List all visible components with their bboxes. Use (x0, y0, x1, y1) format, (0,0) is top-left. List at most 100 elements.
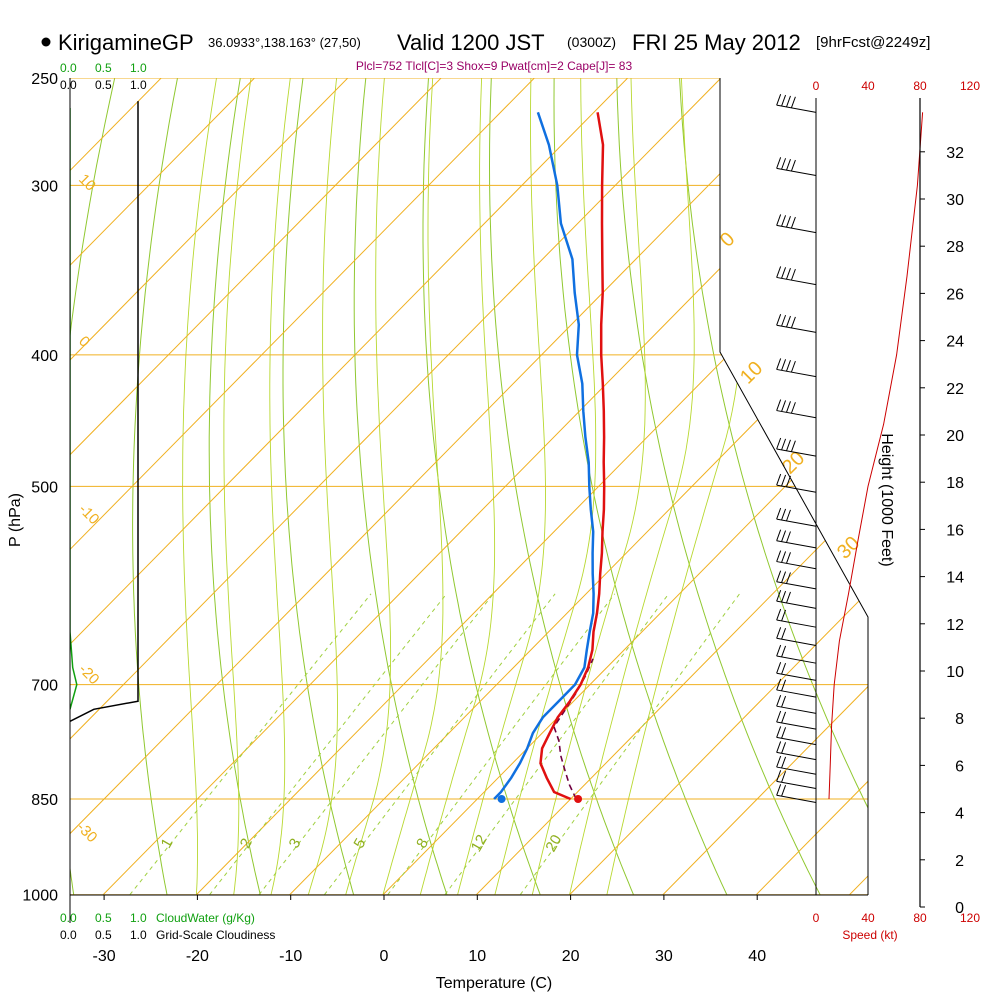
cloudiness-label: Grid-Scale Cloudiness (156, 928, 275, 942)
mixing-ratio-line (387, 593, 616, 895)
isotherm (70, 78, 478, 895)
mixing-ratio-line (258, 593, 494, 895)
isotherm (0, 0, 11, 923)
isotherm (74, 78, 868, 895)
height-tick-label: 30 (946, 192, 964, 209)
pressure-tick-label: 250 (31, 71, 58, 88)
cloud-scale-tick: 1.0 (130, 78, 147, 92)
wind-barb (776, 627, 817, 646)
isotherm-label: 10 (736, 357, 767, 388)
cloud-scale-bottom: 0.0 0.5 1.0 CloudWater (g/Kg) 0.0 0.5 1.… (60, 911, 275, 942)
x-tick-label: 20 (562, 948, 580, 965)
mixing-ratio-line (444, 593, 670, 895)
speed-tick: 120 (960, 911, 980, 925)
x-tick-label: 30 (655, 948, 673, 965)
height-tick-label: 2 (955, 853, 964, 870)
wind-barb (776, 590, 817, 609)
moist-adiabat (223, 78, 256, 895)
height-tick-label: 8 (955, 711, 964, 728)
height-tick-label: 32 (946, 145, 964, 162)
wind-barb (776, 770, 817, 790)
pressure-tick-label: 700 (31, 678, 58, 695)
wind-barb (776, 608, 817, 628)
cloud-scale-tick: 0.5 (95, 78, 112, 92)
x-tick-label: -30 (93, 948, 116, 965)
mixing-ratio-label: 1 (158, 836, 177, 852)
wind-barb (776, 726, 817, 746)
dry-adiabat (70, 78, 121, 895)
pressure-tick-label: 500 (31, 479, 58, 496)
speed-axis-label: Speed (kt) (842, 928, 897, 942)
station-dot-icon (41, 37, 51, 47)
temperature-trace (539, 112, 606, 801)
dry-adiabat (989, 54, 1000, 924)
height-tick-label: 22 (946, 381, 964, 398)
isotherm (70, 78, 571, 895)
cloudwater-profile (70, 631, 78, 710)
wind-barb (776, 314, 817, 333)
pressure-tick-label: 850 (31, 792, 58, 809)
mixing-ratio-line (324, 593, 556, 895)
mixing-ratio-label: 12 (468, 832, 491, 855)
isotherm (70, 78, 198, 895)
forecast-info: [9hrFcst@2249z] (816, 34, 930, 51)
speed-tick: 120 (960, 79, 980, 93)
surface-dewpoint-dot (497, 795, 506, 803)
x-tick-label: -20 (186, 948, 209, 965)
wind-barb (776, 437, 817, 457)
isotherm-label: 0 (716, 228, 739, 251)
stability-indices: Plcl=752 Tlcl[C]=3 Shox=9 Pwat[cm]=2 Cap… (356, 59, 633, 73)
dry-adiabat (282, 78, 363, 895)
isotherm (70, 78, 758, 895)
mixing-ratio-line (129, 593, 372, 895)
wind-barb (776, 710, 817, 730)
speed-tick: 80 (913, 79, 927, 93)
wind-barb (776, 507, 817, 527)
mixing-ratio-label: 20 (542, 832, 565, 855)
isotherm (70, 78, 385, 895)
mixing-ratio-line (519, 593, 741, 895)
wind-barb (776, 529, 817, 549)
isotherm (167, 78, 868, 895)
cloud-scale-top: 0.0 0.5 1.0 0.0 0.5 1.0 (60, 61, 147, 92)
wind-barb (776, 93, 817, 113)
wind-barb (776, 678, 817, 698)
isotherm (70, 78, 105, 895)
isotherm-label: 30 (833, 532, 864, 563)
speed-tick: 0 (813, 79, 820, 93)
height-tick-label: 10 (946, 664, 964, 681)
pressure-tick-label: 1000 (22, 888, 58, 905)
wind-barb (776, 473, 817, 493)
speed-axis: 0 40 80 120 0 40 80 120 Speed (kt) (813, 79, 981, 942)
cloudwater-label: CloudWater (g/Kg) (156, 911, 255, 925)
isotherm (447, 78, 868, 895)
speed-tick: 0 (813, 911, 820, 925)
surface-temperature-dot (574, 795, 583, 803)
dewpoint-trace (493, 111, 595, 800)
cloud-scale-tick: 0.0 (60, 61, 77, 75)
cloud-scale-tick: 0.5 (95, 911, 112, 925)
mixing-ratio-line (209, 593, 447, 895)
moist-adiabat (531, 78, 646, 895)
wind-barb (776, 570, 817, 590)
mixing-ratio-label: 3 (286, 836, 305, 852)
speed-tick: 40 (861, 911, 875, 925)
pressure-tick-label: 400 (31, 348, 58, 365)
x-axis-title: Temperature (C) (436, 975, 552, 992)
dry-adiabat (132, 78, 183, 895)
isotherm (540, 78, 868, 895)
moist-adiabat (419, 78, 496, 895)
isotherm (634, 78, 868, 895)
wind-barb (776, 550, 817, 570)
dry-adiabat (678, 78, 868, 895)
wind-barb (776, 358, 817, 378)
valid-date: FRI 25 May 2012 (632, 30, 801, 55)
plot-frame-right (719, 78, 869, 895)
height-tick-label: 4 (955, 806, 964, 823)
height-tick-label: 18 (946, 475, 964, 492)
wind-barb (776, 784, 817, 803)
dry-adiabat (353, 78, 458, 895)
moist-adiabat (182, 78, 222, 895)
moist-adiabat (269, 78, 295, 895)
